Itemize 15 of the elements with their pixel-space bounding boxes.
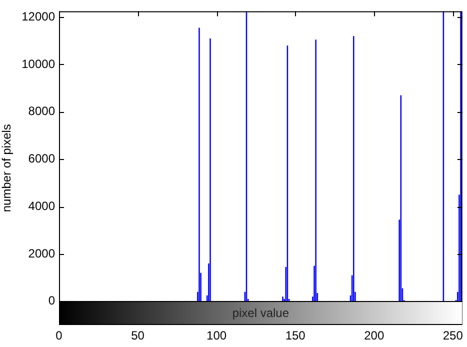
x-axis-title: pixel value — [232, 306, 290, 320]
y-tick-label: 10000 — [22, 56, 56, 71]
x-tick-label: 200 — [364, 328, 384, 343]
y-tick-label: 2000 — [28, 246, 56, 260]
x-tick-label: 50 — [131, 328, 145, 343]
y-tick-label: 0 — [48, 294, 56, 308]
grayscale-gradient: pixel value — [59, 301, 462, 325]
y-tick-label: 12000 — [22, 9, 56, 24]
y-tick-label: 6000 — [28, 152, 56, 166]
y-axis-title: number of pixels — [0, 124, 14, 212]
y-tick-label: 8000 — [28, 104, 56, 118]
x-tick-label: 150 — [285, 328, 306, 343]
x-tick-label: 250 — [442, 328, 464, 343]
y-tick-label: 4000 — [28, 198, 56, 213]
x-tick-label: 100 — [206, 328, 227, 343]
